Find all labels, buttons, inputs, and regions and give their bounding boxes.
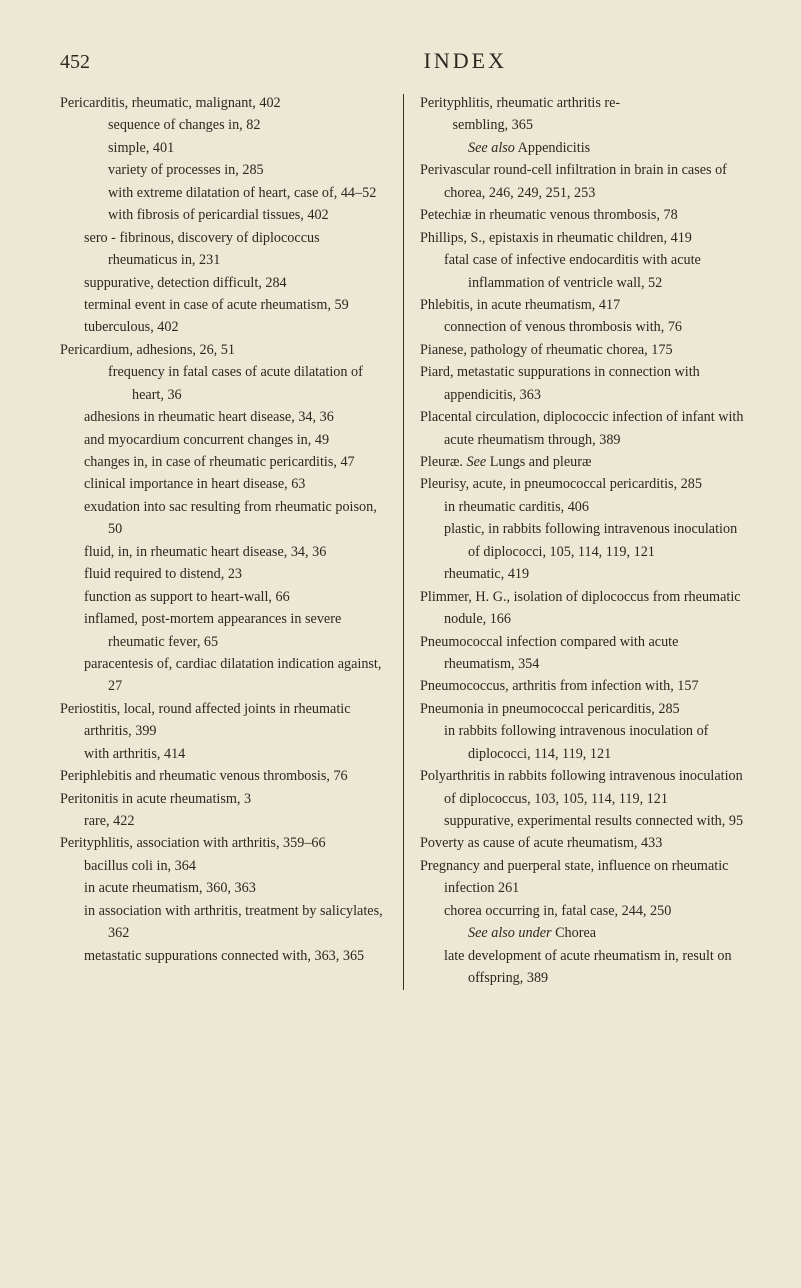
- index-entry: Perivascular round-cell infiltration in …: [420, 159, 747, 204]
- index-subentry: bacillus coli in, 364: [60, 855, 387, 877]
- see-label: See: [467, 454, 487, 470]
- index-entry: Pleuræ. See Lungs and pleuræ: [420, 451, 747, 473]
- index-subentry: with extreme dilatation of heart, case o…: [60, 182, 387, 204]
- index-subentry: late development of acute rheumatism in,…: [420, 945, 747, 990]
- index-subentry: in association with arthritis, treatment…: [60, 900, 387, 945]
- index-subentry: rare, 422: [60, 810, 387, 832]
- index-subentry: fluid required to distend, 23: [60, 563, 387, 585]
- index-subentry: in rheumatic carditis, 406: [420, 496, 747, 518]
- index-entry: Piard, metastatic suppurations in connec…: [420, 361, 747, 406]
- page-title: INDEX: [424, 48, 507, 74]
- index-entry: Perityphlitis, rheumatic arthritis re-: [420, 92, 747, 114]
- see-also-label: See also: [468, 140, 515, 156]
- index-subentry: inflamed, post-mortem appearances in sev…: [60, 608, 387, 653]
- index-entry: Pneumococcus, arthritis from infection w…: [420, 675, 747, 697]
- index-entry: Pregnancy and puerperal state, influence…: [420, 855, 747, 900]
- index-subentry: • sembling, 365: [420, 114, 747, 136]
- index-see-also: See also Appendicitis: [420, 137, 747, 159]
- page-number: 452: [60, 51, 90, 74]
- index-subentry: fluid, in, in rheumatic heart disease, 3…: [60, 541, 387, 563]
- index-entry: Placental circulation, diplococcic infec…: [420, 406, 747, 451]
- index-subentry: metastatic suppurations connected with, …: [60, 945, 387, 967]
- index-entry: Periostitis, local, round affected joint…: [60, 698, 387, 743]
- index-entry: Poverty as cause of acute rheumatism, 43…: [420, 832, 747, 854]
- index-entry: Pneumococcal infection compared with acu…: [420, 631, 747, 676]
- index-entry: Plimmer, H. G., isolation of diplococcus…: [420, 586, 747, 631]
- index-subentry: chorea occurring in, fatal case, 244, 25…: [420, 900, 747, 922]
- index-columns: Pericarditis, rheumatic, malignant, 402 …: [60, 92, 747, 990]
- index-subentry: suppurative, experimental results connec…: [420, 810, 747, 832]
- index-entry: Pleurisy, acute, in pneumococcal pericar…: [420, 473, 747, 495]
- index-subentry: in rabbits following intravenous inocula…: [420, 720, 747, 765]
- index-subentry: sero - fibrinous, discovery of diplococc…: [60, 227, 387, 272]
- index-entry: Pneumonia in pneumococcal pericarditis, …: [420, 698, 747, 720]
- index-subentry: fatal case of infective endocarditis wit…: [420, 249, 747, 294]
- entry-text: Perityphlitis, rheumatic arthritis re-: [420, 95, 620, 111]
- index-entry: Polyarthritis in rabbits following intra…: [420, 765, 747, 810]
- index-entry: Perityphlitis, association with arthriti…: [60, 832, 387, 854]
- index-subentry: plastic, in rabbits following intravenou…: [420, 518, 747, 563]
- index-subentry: changes in, in case of rheumatic pericar…: [60, 451, 387, 473]
- index-entry: Phillips, S., epistaxis in rheumatic chi…: [420, 227, 747, 249]
- index-entry: Phlebitis, in acute rheumatism, 417: [420, 294, 747, 316]
- entry-text: sembling, 365: [453, 117, 533, 133]
- see-also-label: See also under: [468, 925, 552, 941]
- index-subentry: adhesions in rheumatic heart disease, 34…: [60, 406, 387, 428]
- index-subentry: suppurative, detection difficult, 284: [60, 272, 387, 294]
- index-subentry: connection of venous thrombosis with, 76: [420, 316, 747, 338]
- entry-text: Pleuræ.: [420, 454, 467, 470]
- index-subentry: frequency in fatal cases of acute dilata…: [60, 361, 387, 406]
- left-column: Pericarditis, rheumatic, malignant, 402 …: [60, 92, 387, 990]
- index-entry: Periphlebitis and rheumatic venous throm…: [60, 765, 387, 787]
- index-entry: Pianese, pathology of rheumatic chorea, …: [420, 339, 747, 361]
- index-see-also: See also under Chorea: [420, 922, 747, 944]
- index-entry: Peritonitis in acute rheumatism, 3: [60, 788, 387, 810]
- column-divider: [403, 94, 404, 990]
- index-subentry: variety of processes in, 285: [60, 159, 387, 181]
- index-entry: Pericardium, adhesions, 26, 51: [60, 339, 387, 361]
- index-subentry: exudation into sac resulting from rheuma…: [60, 496, 387, 541]
- page-header: 452 INDEX: [60, 48, 747, 74]
- index-subentry: with arthritis, 414: [60, 743, 387, 765]
- see-also-text: Chorea: [552, 925, 597, 941]
- index-subentry: in acute rheumatism, 360, 363: [60, 877, 387, 899]
- index-subentry: and myocardium concurrent changes in, 49: [60, 429, 387, 451]
- index-subentry: terminal event in case of acute rheumati…: [60, 294, 387, 316]
- index-subentry: sequence of changes in, 82: [60, 114, 387, 136]
- index-subentry: paracentesis of, cardiac dilatation indi…: [60, 653, 387, 698]
- index-subentry: simple, 401: [60, 137, 387, 159]
- index-subentry: rheumatic, 419: [420, 563, 747, 585]
- entry-text: Lungs and pleuræ: [486, 454, 591, 470]
- index-subentry: clinical importance in heart disease, 63: [60, 473, 387, 495]
- index-subentry: tuberculous, 402: [60, 316, 387, 338]
- index-subentry: with fibrosis of pericardial tissues, 40…: [60, 204, 387, 226]
- see-also-text: Appendicitis: [515, 140, 590, 156]
- right-column: Perityphlitis, rheumatic arthritis re- •…: [420, 92, 747, 990]
- index-subentry: function as support to heart-wall, 66: [60, 586, 387, 608]
- index-entry: Pericarditis, rheumatic, malignant, 402: [60, 92, 387, 114]
- index-entry: Petechiæ in rheumatic venous thrombosis,…: [420, 204, 747, 226]
